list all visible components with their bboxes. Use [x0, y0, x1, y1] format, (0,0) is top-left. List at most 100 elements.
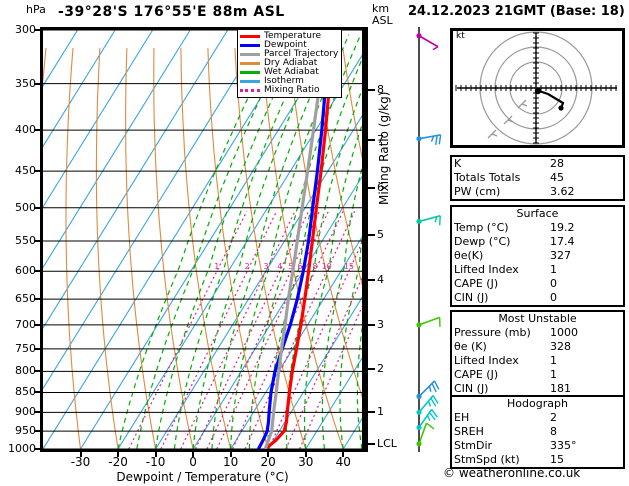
table-row-value: 0 — [550, 291, 557, 304]
mixing-ratio-line — [160, 210, 278, 449]
wind-barb-flag — [433, 380, 440, 390]
pressure-tick — [34, 206, 40, 209]
hodograph-svg — [455, 7, 617, 169]
pressure-tick — [34, 129, 40, 132]
table-row-key: Lifted Index — [454, 354, 519, 367]
wind-barb-flag — [438, 215, 441, 226]
dry-adiabat-line — [342, 48, 362, 160]
legend-swatch-temperature — [240, 35, 260, 38]
sounding-trace-parcel-trajectory — [263, 30, 329, 449]
most-unstable-table: Most Unstable Pressure (mb) 1000 θe (K) 328 L… — [450, 310, 625, 398]
table-row: StmDir 335° — [452, 439, 623, 453]
page-title: -39°28'S 176°55'E 88m ASL — [58, 4, 285, 20]
wind-barb-shaft — [418, 214, 441, 223]
pressure-tick — [34, 411, 40, 414]
table-row-value: 15 — [550, 453, 564, 466]
wind-barb-flag — [435, 135, 438, 146]
dry-adiabat-line — [125, 48, 157, 449]
table-row-key: CIN (J) — [454, 382, 489, 395]
legend-label: Temperature — [264, 31, 322, 41]
table-row-value: 0 — [550, 277, 557, 290]
table-row-value: 1 — [550, 368, 557, 381]
wet-adiabat-line — [248, 34, 362, 449]
pressure-tick-label: 1000 — [8, 442, 36, 455]
wind-barb-flag — [430, 135, 435, 142]
mixing-ratio-label: 10 — [322, 262, 332, 271]
wet-adiabat-line — [117, 34, 280, 449]
x-axis-title: Dewpoint / Temperature (°C) — [116, 470, 289, 484]
temperature-tick — [79, 452, 82, 457]
legend-item: Parcel Trajectory — [240, 50, 338, 59]
legend-swatch-dry-adiabat — [240, 62, 260, 65]
legend-label: Parcel Trajectory — [264, 49, 339, 59]
altitude-tick — [368, 323, 375, 326]
pressure-tick — [34, 323, 40, 326]
table-row-key: CAPE (J) — [454, 277, 499, 290]
wind-barb-column — [416, 27, 442, 452]
pressure-tick-label: 850 — [15, 385, 36, 399]
mixing-ratio-label: 1 — [214, 262, 219, 271]
table-row-value: 3.62 — [550, 185, 575, 198]
wind-barb-flag — [432, 46, 439, 51]
legend-item: Wet Adiabat — [240, 68, 338, 77]
pressure-tick — [34, 430, 40, 433]
mixing-ratio-line — [206, 210, 321, 449]
altitude-tick-label: 6 — [377, 180, 384, 194]
table-row-value: 45 — [550, 171, 564, 184]
pressure-tick-label: 950 — [15, 424, 36, 438]
table-row-value: 2 — [550, 411, 557, 424]
wind-barb-flag — [428, 411, 436, 421]
dry-adiabat-line — [95, 48, 119, 449]
table-row: CAPE (J) 0 — [452, 277, 623, 291]
table-row: CIN (J) 0 — [452, 291, 623, 305]
pressure-tick — [34, 82, 40, 85]
pressure-tick-label: 400 — [15, 123, 36, 137]
wind-barb-point — [416, 322, 422, 328]
altitude-tick — [368, 279, 375, 282]
table-row: Lifted Index 1 — [452, 354, 623, 368]
model-run-label: 24.12.2023 21GMT (Base: 18) — [408, 4, 625, 19]
pressure-tick-label: 500 — [15, 200, 36, 214]
temperature-tick-label: 0 — [189, 455, 197, 469]
hodograph-barb-flag-1 — [521, 103, 528, 107]
mixing-ratio-label: 8 — [312, 262, 317, 271]
wind-barb-point — [416, 136, 422, 142]
isotherm-line — [43, 30, 191, 269]
mixing-ratio-label: 2 — [245, 262, 250, 271]
table-row: θe(K) 327 — [452, 249, 623, 263]
altitude-tick-label: 1 — [377, 404, 384, 418]
temperature-tick-label: -20 — [108, 455, 128, 469]
wind-barb-flag — [431, 383, 437, 393]
pressure-tick-label: 450 — [15, 164, 36, 178]
pressure-tick-label: 600 — [15, 264, 36, 278]
table-row: PW (cm) 3.62 — [452, 185, 623, 199]
hodograph-barb-flag-2 — [507, 119, 514, 123]
mixing-ratio-line — [180, 210, 296, 449]
hodograph-endpoint — [558, 105, 564, 111]
temperature-tick-label: 10 — [223, 455, 239, 469]
wet-adiabat-line — [267, 57, 362, 449]
indices-table: K 28 Totals Totals 45 PW (cm) 3.62 — [450, 155, 625, 201]
wind-barb-flag — [426, 422, 435, 430]
table-row: K 28 — [452, 157, 623, 171]
dry-adiabat-line — [261, 48, 344, 449]
dry-adiabat-line — [180, 48, 232, 449]
temperature-tick-label: 40 — [335, 455, 351, 469]
pressure-tick-label: 550 — [15, 233, 36, 247]
sounding-trace-dewpoint — [256, 30, 333, 449]
table-row: EH 2 — [452, 411, 623, 425]
wind-barb-point — [416, 33, 422, 39]
altitude-tick-label: 5 — [377, 227, 384, 241]
wind-barb-flag — [432, 395, 439, 404]
mixing-ratio-label: 15 — [344, 262, 354, 271]
pressure-tick-label: 900 — [15, 405, 36, 419]
isotherm-line — [117, 54, 362, 449]
table-row-key: PW (cm) — [454, 185, 501, 198]
pressure-tick — [34, 29, 40, 31]
table-row-key: θe(K) — [454, 249, 484, 262]
legend-label: Wet Adiabat — [264, 67, 319, 77]
wind-barb-point — [416, 424, 422, 431]
wind-barb-shaft — [418, 35, 439, 48]
table-row-key: StmDir — [454, 439, 493, 452]
pressure-tick — [34, 347, 40, 350]
